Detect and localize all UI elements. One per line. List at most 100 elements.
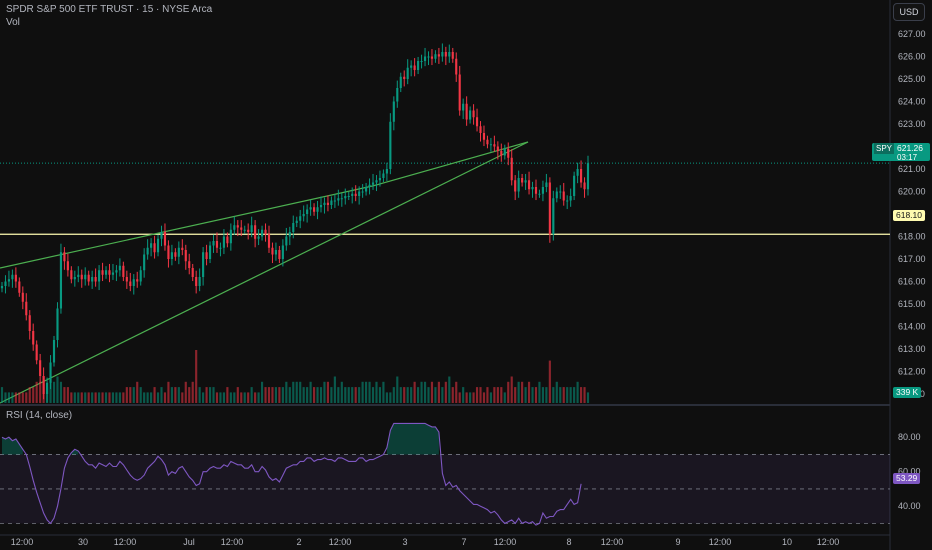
volume-bar [295, 381, 298, 403]
candle-body [507, 148, 510, 158]
volume-bar [403, 387, 406, 403]
candle-body [531, 187, 534, 190]
candle-body [243, 229, 246, 231]
volume-bar [160, 387, 163, 403]
volume-bar [98, 392, 101, 403]
volume-bar [351, 387, 354, 403]
rsi-band-background [0, 454, 890, 524]
volume-bar [396, 376, 399, 403]
volume-bar [91, 392, 94, 403]
time-axis-tick-label: 12:00 [494, 537, 517, 547]
horizontal-level-tag: 618.10 [893, 210, 925, 221]
volume-bar [46, 387, 49, 403]
candle-body [441, 52, 444, 57]
candle-body [91, 277, 94, 282]
price-axis-tick-label: 625.00 [898, 74, 926, 84]
volume-bar [375, 381, 378, 403]
volume-bar [427, 387, 430, 403]
candle-body [586, 163, 590, 190]
volume-bar [264, 387, 267, 403]
price-axis-tick-label: 616.00 [898, 277, 926, 287]
symbol-legend[interactable]: SPDR S&P 500 ETF TRUST · 15 · NYSE Arca [6, 4, 213, 15]
candle-body [382, 173, 385, 178]
volume-bar [531, 387, 534, 403]
volume-bar [198, 387, 201, 403]
volume-bar [274, 387, 278, 403]
volume-bar [472, 392, 475, 403]
candle-body [396, 88, 399, 102]
volume-bar [423, 381, 427, 403]
candle-body [281, 245, 284, 259]
candle-body [333, 200, 336, 202]
volume-bar [521, 381, 524, 403]
candle-body [35, 344, 38, 361]
volume-bar [552, 387, 555, 403]
candle-body [122, 265, 125, 277]
price-axis-tick-label: 618.00 [898, 232, 926, 242]
volume-bar [146, 392, 149, 403]
volume-bar [306, 387, 309, 403]
upper-trendline[interactable] [0, 185, 374, 269]
price-tag-countdown: 03:17 [897, 153, 918, 162]
volume-bar [143, 392, 146, 403]
candle-body [233, 225, 236, 230]
currency-button[interactable]: USD [893, 3, 925, 21]
volume-bar [548, 360, 551, 403]
volume-bar [469, 392, 472, 403]
volume-bar [104, 392, 108, 403]
volume-bar [63, 387, 66, 403]
volume-bar [18, 392, 21, 403]
candle-body [500, 151, 503, 156]
volume-bar [482, 392, 486, 403]
price-axis-tick-label: 613.00 [898, 344, 926, 354]
upper-trendline-extension[interactable] [372, 141, 529, 187]
volume-bar [441, 387, 444, 403]
volume-bar [365, 381, 368, 403]
candle-body [465, 103, 468, 120]
candle-body [444, 52, 447, 57]
time-axis-tick-label: 2 [296, 537, 301, 547]
volume-bar [458, 392, 461, 403]
volume-bar [125, 387, 128, 403]
candle-body [156, 238, 160, 253]
volume-bar [156, 392, 160, 403]
candle-body [143, 254, 146, 271]
volume-legend[interactable]: Vol [6, 17, 20, 28]
price-axis-tick-label: 617.00 [898, 254, 926, 264]
volume-bar [167, 381, 170, 403]
candle-body [569, 196, 572, 201]
volume-bar [59, 381, 63, 403]
volume-bar [420, 381, 423, 403]
candle-body [129, 281, 132, 286]
rsi-line[interactable] [1, 422, 582, 526]
volume-bar [573, 387, 576, 403]
candle-body [292, 223, 295, 232]
volume-bar [517, 381, 520, 403]
time-axis-tick-label: 12:00 [601, 537, 624, 547]
candle-body [229, 229, 232, 244]
candle-body [510, 157, 513, 181]
volume-bar [566, 387, 569, 403]
volume-bar [389, 392, 392, 403]
rsi-legend[interactable]: RSI (14, close) [6, 410, 73, 421]
candle-body [340, 198, 343, 200]
candle-body [4, 281, 7, 286]
volume-bar [195, 350, 198, 403]
volume-bar [392, 387, 395, 403]
candle-body [309, 207, 312, 210]
candle-body [389, 121, 392, 169]
candle-body [198, 277, 201, 286]
volume-bar [489, 392, 492, 403]
lower-trendline[interactable] [0, 141, 529, 404]
volume-bar [378, 387, 382, 403]
volume-bar [323, 381, 326, 403]
candle-body [174, 252, 177, 257]
candle-body [524, 180, 527, 183]
volume-bar [177, 387, 180, 403]
candle-body [101, 270, 104, 275]
candle-body [434, 54, 437, 59]
volume-bar [226, 387, 229, 403]
candle-body [576, 169, 579, 176]
candle-body [49, 362, 52, 383]
